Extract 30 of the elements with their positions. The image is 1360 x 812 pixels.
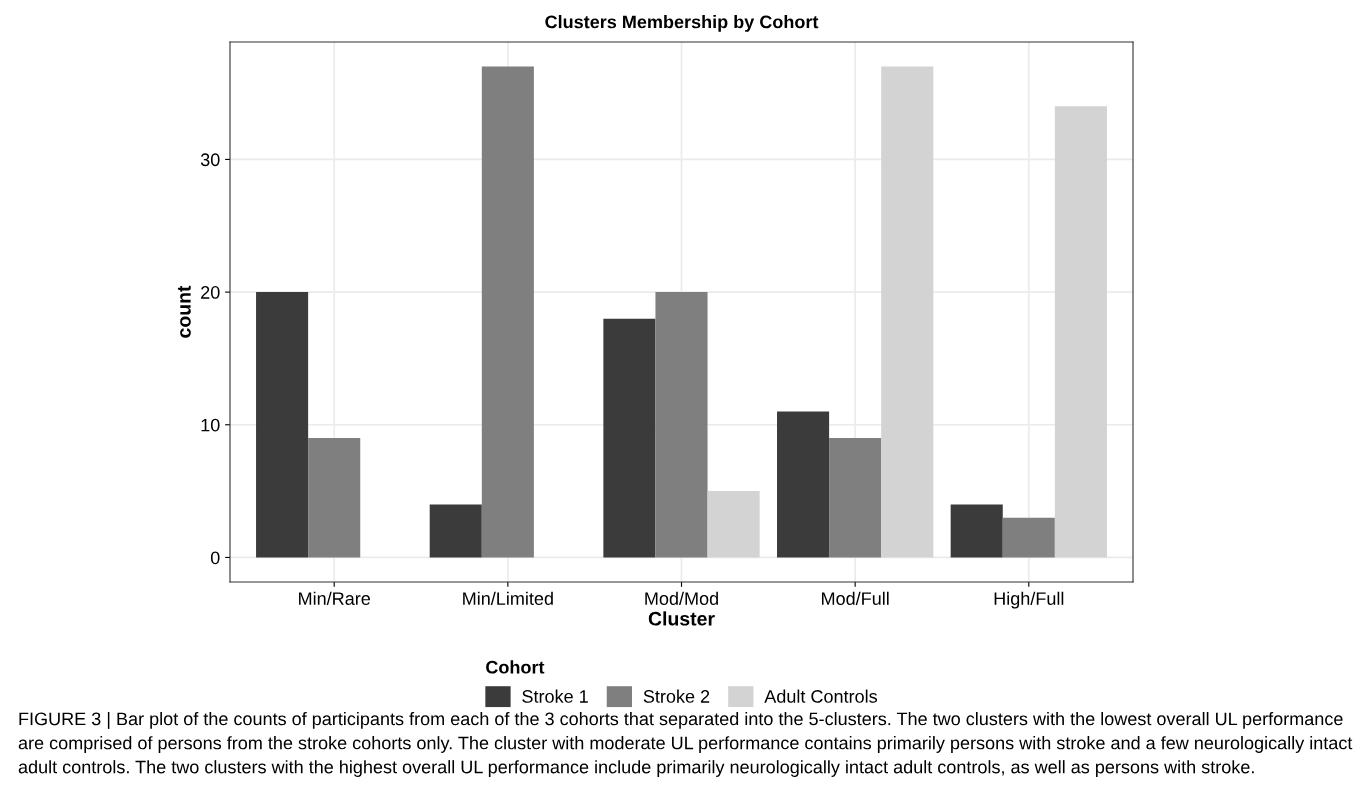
x-tick-label: Mod/Mod bbox=[645, 591, 718, 605]
x-tick-label: Mod/Full bbox=[822, 591, 889, 605]
chart-title: Clusters Membership by Cohort bbox=[545, 15, 819, 32]
bar bbox=[1002, 517, 1055, 558]
legend-title: Cohort bbox=[486, 660, 545, 674]
y-tick-label: 20 bbox=[201, 286, 220, 299]
legend-label: Stroke 2 bbox=[643, 689, 710, 703]
x-tick-label: High/Full bbox=[994, 591, 1064, 609]
legend-label: Adult Controls bbox=[764, 689, 878, 703]
legend-label: Stroke 1 bbox=[522, 689, 588, 703]
caption: FIGURE 3 | Bar plot of the counts of participants from each of the 3 cohorts that separated into the 5-clusters. The two clusters with the lowest overall UL performance are comprised of persons from the stroke cohorts only. The cluster with moderate UL performance contains primarily persons with stroke and a few neurologically intact adult controls. The two clusters with the highest overall UL performance include primarily neurologically intact adult controls, as well as persons with stroke. bbox=[18, 712, 1353, 777]
y-axis-title: count bbox=[177, 285, 191, 338]
bar bbox=[1054, 106, 1107, 558]
bar bbox=[308, 438, 361, 558]
bar bbox=[829, 438, 882, 558]
bar bbox=[256, 292, 309, 558]
bar bbox=[655, 292, 708, 558]
bar bbox=[603, 318, 656, 558]
bar bbox=[481, 66, 534, 558]
y-tick-label: 0 bbox=[210, 551, 220, 565]
bar bbox=[777, 411, 830, 558]
bar bbox=[950, 504, 1003, 558]
y-tick-label: 30 bbox=[200, 153, 220, 167]
x-tick-label: Min/Rare bbox=[299, 591, 371, 605]
bar bbox=[881, 66, 934, 558]
x-tick-label: Min/Limited bbox=[463, 591, 553, 605]
y-tick-label: 10 bbox=[201, 418, 220, 432]
bar bbox=[707, 491, 760, 558]
x-axis-title: Cluster bbox=[648, 611, 715, 626]
bar bbox=[429, 504, 482, 558]
